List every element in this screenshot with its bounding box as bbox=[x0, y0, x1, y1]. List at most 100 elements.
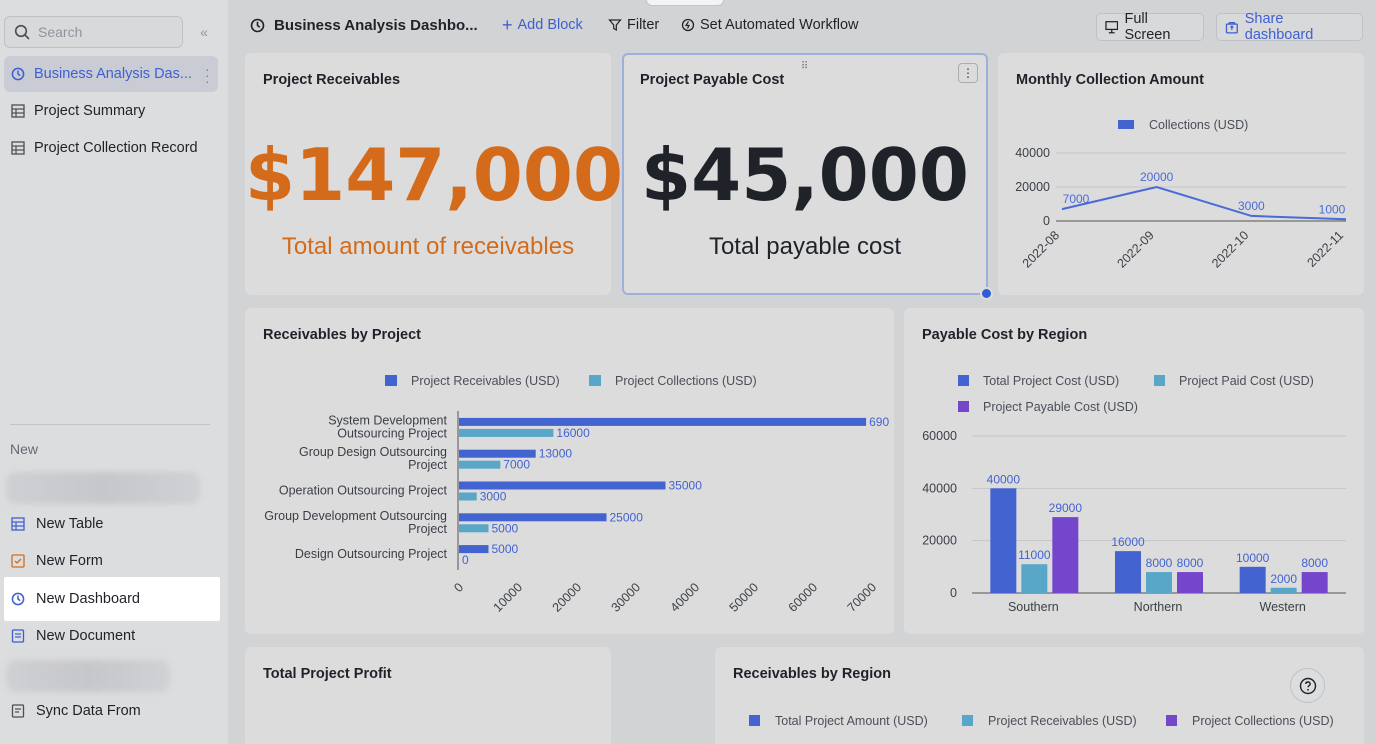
category-label: System Development bbox=[328, 413, 447, 427]
sidebar: Search « Business Analysis Das... · · · Pr… bbox=[0, 0, 228, 744]
region-bar-chart: Total Project Cost (USD) Project Paid Cos… bbox=[922, 374, 1346, 614]
more-icon[interactable]: ⋮ bbox=[958, 63, 978, 83]
bar-0 bbox=[990, 488, 1017, 593]
data-label: 25000 bbox=[610, 510, 644, 524]
share-icon bbox=[1225, 21, 1238, 34]
y-tick-label: 20000 bbox=[1015, 180, 1050, 194]
receivables-region-chart: Total Project Amount (USD) Project Receiv… bbox=[749, 714, 1334, 728]
y-tick-label: 60000 bbox=[922, 429, 957, 443]
data-label: 7000 bbox=[1063, 192, 1090, 206]
drag-handle-icon[interactable]: ⠿ bbox=[800, 61, 810, 72]
card-payable-cost-by-region[interactable]: Payable Cost by Region Total Project Cos… bbox=[904, 308, 1364, 634]
card-receivables-by-project[interactable]: Receivables by Project Project Receivabl… bbox=[245, 308, 894, 634]
legend-swatch bbox=[1166, 715, 1177, 726]
sidebar-item-project-summary[interactable]: Project Summary bbox=[4, 93, 218, 129]
card-title: Receivables by Region bbox=[733, 666, 891, 682]
data-label: 40000 bbox=[987, 472, 1021, 486]
x-tick-label: 40000 bbox=[668, 580, 703, 615]
card-title: Receivables by Project bbox=[263, 327, 421, 343]
sync-icon bbox=[11, 704, 25, 718]
new-section-label: New bbox=[10, 441, 39, 457]
help-icon bbox=[1299, 677, 1316, 694]
resize-handle[interactable] bbox=[980, 287, 993, 300]
card-project-receivables[interactable]: Project Receivables $147,000 Total amoun… bbox=[245, 53, 623, 295]
y-tick-label: 40000 bbox=[1015, 146, 1050, 160]
add-block-button[interactable]: + Add Block bbox=[502, 16, 583, 34]
data-label: 0 bbox=[462, 553, 469, 567]
dashboard-icon bbox=[11, 67, 25, 81]
add-block-label: Add Block bbox=[517, 17, 583, 33]
workflow-label: Set Automated Workflow bbox=[700, 17, 859, 33]
monthly-line-chart: Collections (USD) 40000 20000 0 7000 20000 300… bbox=[1015, 118, 1347, 271]
bar-receivables bbox=[459, 545, 489, 554]
category-label: Design Outsourcing Project bbox=[295, 547, 448, 561]
category-label: Outsourcing Project bbox=[337, 426, 447, 440]
legend-label: Project Receivables (USD) bbox=[988, 714, 1137, 728]
filter-button[interactable]: Filter bbox=[608, 17, 659, 33]
new-table-button[interactable]: New Table bbox=[4, 506, 220, 542]
payable-caption: Total payable cost bbox=[708, 233, 902, 260]
category-label: Southern bbox=[1008, 600, 1059, 614]
sidebar-item-business-analysis[interactable]: Business Analysis Das... · · · bbox=[4, 56, 218, 92]
new-item-label: New Dashboard bbox=[36, 591, 140, 607]
category-label: Operation Outsourcing Project bbox=[279, 484, 448, 498]
bar-receivables bbox=[459, 417, 867, 426]
blurred-item bbox=[6, 472, 200, 504]
card-monthly-collection[interactable]: Monthly Collection Amount Collections (U… bbox=[998, 53, 1364, 295]
dashboard-icon bbox=[250, 18, 265, 33]
data-label: 29000 bbox=[1049, 501, 1083, 515]
data-label: 7000 bbox=[503, 458, 530, 472]
form-icon bbox=[11, 554, 25, 568]
more-icon[interactable]: · · · bbox=[205, 61, 210, 89]
bar-1 bbox=[1021, 564, 1048, 593]
series-line bbox=[1061, 185, 1347, 221]
bar-1 bbox=[1146, 572, 1172, 593]
new-item-label: New Form bbox=[36, 553, 103, 569]
card-receivables-by-region[interactable]: Receivables by Region Total Project Amou… bbox=[715, 647, 1364, 744]
legend-label: Project Collections (USD) bbox=[615, 374, 757, 388]
table-icon bbox=[11, 104, 25, 118]
data-label: 8000 bbox=[1146, 556, 1173, 570]
data-label: 3000 bbox=[1238, 199, 1265, 213]
legend-label: Project Collections (USD) bbox=[1192, 714, 1334, 728]
new-item-label: Sync Data From bbox=[36, 703, 141, 719]
card-title: Payable Cost by Region bbox=[922, 327, 1088, 343]
card-title: Monthly Collection Amount bbox=[1016, 72, 1204, 88]
x-tick-label: 2022-08 bbox=[1020, 228, 1062, 270]
dashboard-title-text: Business Analysis Dashbo... bbox=[274, 17, 478, 34]
table-icon bbox=[11, 517, 25, 531]
sidebar-item-label: Project Summary bbox=[34, 103, 146, 119]
bar-collections bbox=[459, 460, 501, 469]
sidebar-item-label: Business Analysis Das... bbox=[34, 66, 192, 82]
x-tick-label: 50000 bbox=[727, 580, 762, 615]
category-label: Western bbox=[1260, 600, 1306, 614]
card-total-project-profit[interactable]: Total Project Profit bbox=[245, 647, 611, 744]
automated-workflow-button[interactable]: Set Automated Workflow bbox=[681, 17, 859, 33]
new-dashboard-button[interactable]: New Dashboard bbox=[4, 577, 220, 621]
full-screen-button[interactable]: Full Screen bbox=[1096, 11, 1204, 43]
data-label: 690 bbox=[869, 415, 889, 429]
y-tick-label: 0 bbox=[1043, 214, 1050, 228]
help-button[interactable] bbox=[1290, 668, 1325, 703]
data-label: 16000 bbox=[1111, 535, 1145, 549]
legend-label: Collections (USD) bbox=[1149, 118, 1248, 132]
top-notch bbox=[646, 0, 724, 6]
card-title: Total Project Profit bbox=[263, 666, 392, 682]
search-input[interactable]: Search bbox=[38, 24, 83, 40]
legend-swatch bbox=[589, 375, 601, 386]
share-dashboard-button[interactable]: Share dashboard bbox=[1216, 11, 1363, 43]
filter-icon bbox=[608, 19, 622, 32]
new-document-button[interactable]: New Document bbox=[4, 618, 220, 654]
search-box[interactable]: Search bbox=[4, 16, 183, 48]
card-project-payable-cost[interactable]: ⠿ Project Payable Cost ⋮ $45,000 Total p… bbox=[622, 53, 993, 300]
bar-2 bbox=[1052, 517, 1079, 593]
category-label: Group Design Outsourcing bbox=[299, 445, 447, 459]
data-label: 2000 bbox=[1270, 572, 1297, 586]
sync-data-button[interactable]: Sync Data From bbox=[4, 693, 220, 729]
double-chevron-left-icon[interactable]: « bbox=[200, 24, 208, 40]
bar-2 bbox=[1177, 572, 1203, 593]
new-form-button[interactable]: New Form bbox=[4, 543, 220, 579]
sidebar-item-label: Project Collection Record bbox=[34, 140, 198, 156]
sidebar-item-project-collection-record[interactable]: Project Collection Record bbox=[4, 130, 218, 166]
legend-label: Project Paid Cost (USD) bbox=[1179, 374, 1314, 388]
